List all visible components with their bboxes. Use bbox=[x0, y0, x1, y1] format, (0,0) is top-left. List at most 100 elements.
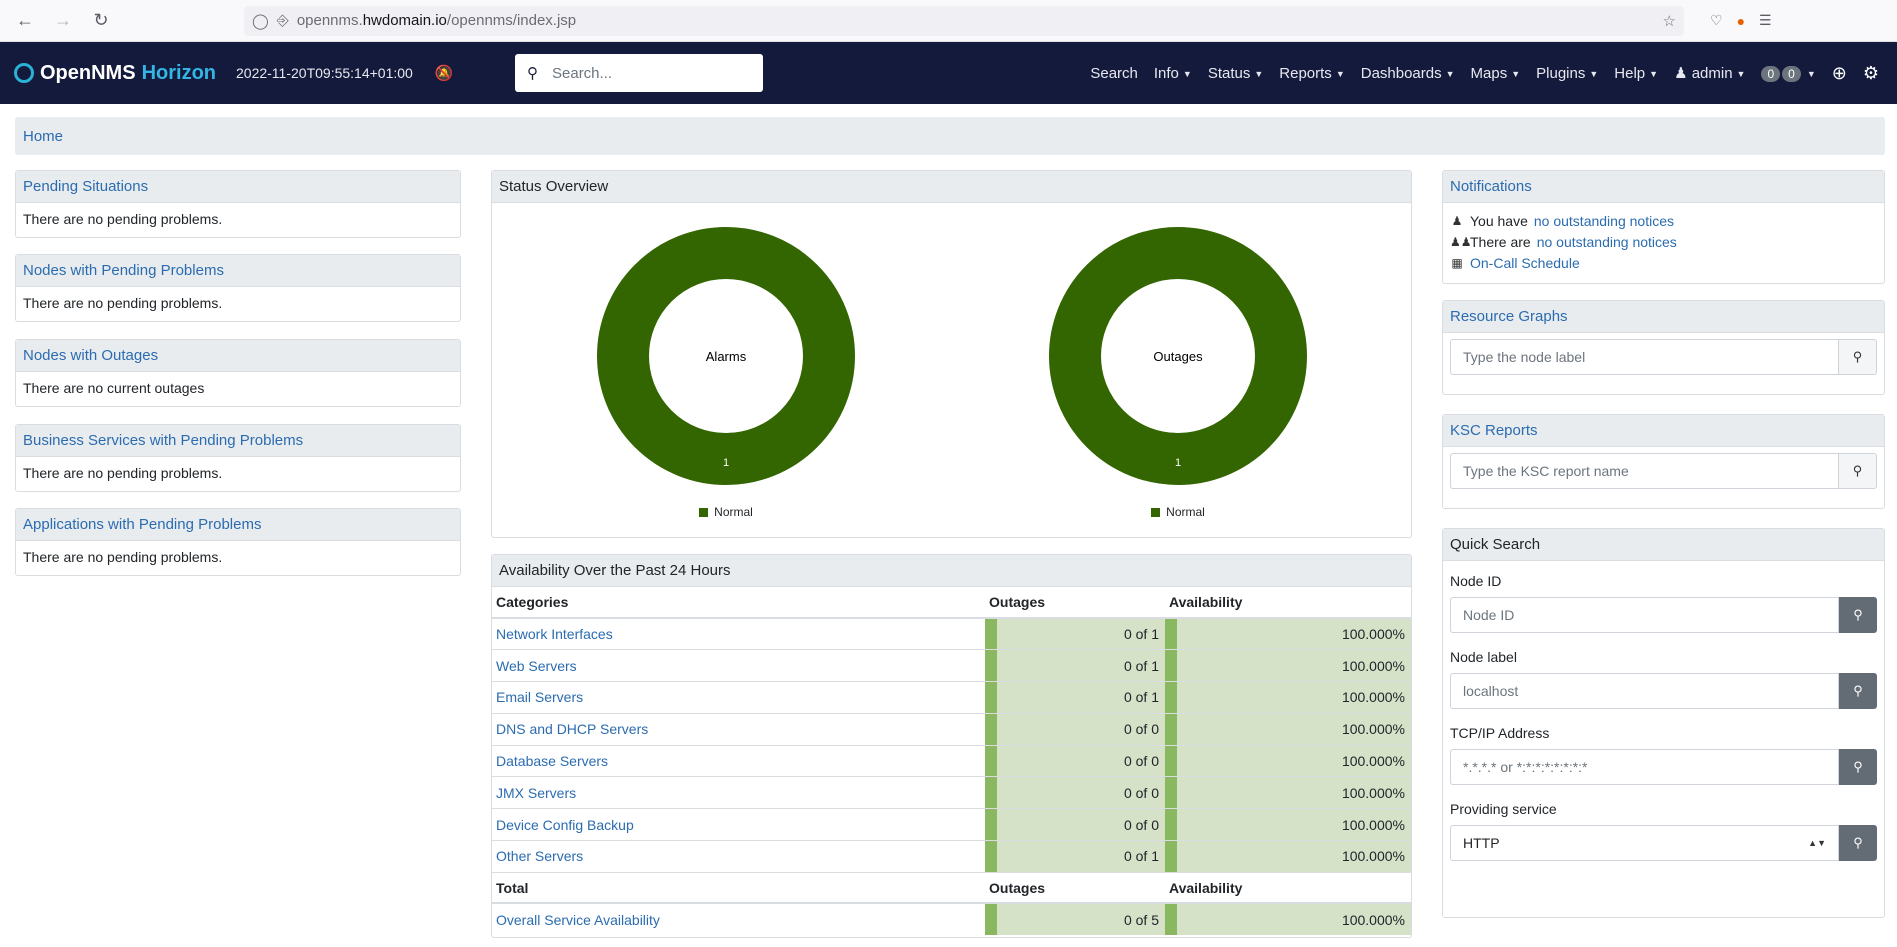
service-label: Providing service bbox=[1450, 801, 1557, 817]
service-search-button[interactable]: ⚲ bbox=[1839, 825, 1877, 861]
bookmark-star-icon[interactable]: ☆ bbox=[1662, 12, 1676, 30]
address-bar[interactable]: ◯ ⎆ opennms.hwdomain.io/opennms/index.js… bbox=[244, 5, 1684, 36]
nav-search-input[interactable]: ⚲ Search... bbox=[515, 54, 763, 92]
status-bar bbox=[985, 776, 997, 809]
caret-down-icon: ▼ bbox=[1445, 68, 1455, 79]
search-icon: ⚲ bbox=[1852, 463, 1863, 478]
node-id-input[interactable]: Node ID bbox=[1450, 597, 1839, 633]
node-label-input[interactable]: Type the node label bbox=[1450, 339, 1839, 375]
category-link[interactable]: Email Servers bbox=[496, 689, 584, 706]
forward-icon[interactable]: → bbox=[54, 10, 72, 30]
panel-title[interactable]: Notifications bbox=[1443, 171, 1884, 203]
select-arrows-icon: ▲▼ bbox=[1808, 838, 1826, 848]
main-menu: Search Info ▼ Status ▼ Reports ▼ Dashboards… bbox=[1090, 42, 1879, 104]
legend-swatch bbox=[1151, 507, 1161, 517]
panel-message: There are no current outages bbox=[23, 380, 205, 396]
status-bar bbox=[985, 902, 997, 936]
category-link[interactable]: Database Servers bbox=[496, 753, 609, 770]
service-select[interactable]: HTTP ▲▼ bbox=[1450, 825, 1839, 861]
status-bar bbox=[985, 744, 997, 777]
panel-title[interactable]: Applications with Pending Problems bbox=[16, 509, 460, 541]
brand-logo[interactable]: OpenNMS Horizon bbox=[14, 62, 216, 85]
cogs-icon[interactable]: ⚙ bbox=[1862, 62, 1879, 83]
tcpip-search-button[interactable]: ⚲ bbox=[1839, 749, 1877, 785]
category-link[interactable]: Device Config Backup bbox=[496, 816, 634, 833]
menu-help[interactable]: Help ▼ bbox=[1614, 64, 1659, 82]
menu-dashboards[interactable]: Dashboards ▼ bbox=[1360, 64, 1455, 82]
pocket-icon[interactable]: ♡ bbox=[1710, 12, 1723, 28]
status-bar bbox=[985, 649, 997, 682]
outages-legend[interactable]: Normal bbox=[1048, 505, 1308, 519]
panel-title[interactable]: Nodes with Pending Problems bbox=[16, 255, 460, 287]
category-link[interactable]: Overall Service Availability bbox=[496, 911, 660, 928]
menu-reports[interactable]: Reports ▼ bbox=[1279, 64, 1345, 82]
status-bar bbox=[985, 712, 997, 746]
category-link[interactable]: Web Servers bbox=[496, 657, 577, 674]
browser-toolbar: ← → ↻ ◯ ⎆ opennms.hwdomain.io/opennms/in… bbox=[0, 0, 1897, 42]
legend-label: Normal bbox=[714, 505, 753, 519]
node-id-search-button[interactable]: ⚲ bbox=[1839, 597, 1877, 633]
panel-title[interactable]: Resource Graphs bbox=[1443, 301, 1884, 333]
table-row: Web Servers 0 of 1 100.000% bbox=[492, 649, 1411, 682]
calendar-icon: ▦ bbox=[1451, 255, 1463, 270]
opennms-logo-icon bbox=[14, 63, 34, 83]
col-outages: Outages bbox=[985, 587, 1165, 619]
status-bar bbox=[985, 840, 997, 873]
caret-down-icon: ▼ bbox=[1736, 69, 1746, 80]
outages-cell: 0 of 5 bbox=[997, 902, 1165, 936]
oncall-schedule-link[interactable]: On-Call Schedule bbox=[1470, 254, 1580, 271]
all-notices-link[interactable]: no outstanding notices bbox=[1536, 233, 1677, 250]
table-row: Other Servers 0 of 1 100.000% bbox=[492, 840, 1411, 873]
search-button[interactable]: ⚲ bbox=[1839, 339, 1877, 375]
ksc-report-input[interactable]: Type the KSC report name bbox=[1450, 453, 1839, 489]
panel-title[interactable]: Nodes with Outages bbox=[16, 340, 460, 372]
availability-cell: 100.000% bbox=[1177, 712, 1411, 746]
notice-user: ♟ You have no outstanding notices bbox=[1451, 212, 1674, 229]
node-label-input[interactable]: localhost bbox=[1450, 673, 1839, 709]
menu-info[interactable]: Info ▼ bbox=[1153, 64, 1192, 82]
availability-cell: 100.000% bbox=[1177, 902, 1411, 936]
legend-label: Normal bbox=[1166, 505, 1205, 519]
nodes-pending-problems-panel: Nodes with Pending Problems There are no… bbox=[15, 254, 461, 322]
business-services-panel: Business Services with Pending Problems … bbox=[15, 424, 461, 492]
outages-donut[interactable]: Outages 1 bbox=[1048, 226, 1308, 486]
firefox-account-icon[interactable]: ● bbox=[1736, 12, 1746, 29]
alarms-donut[interactable]: Alarms 1 bbox=[596, 226, 856, 486]
outages-cell: 0 of 1 bbox=[997, 681, 1165, 714]
back-icon[interactable]: ← bbox=[16, 10, 34, 30]
outages-chart[interactable]: Outages 1 Normal bbox=[1048, 226, 1308, 519]
menu-search[interactable]: Search bbox=[1090, 64, 1138, 82]
nodes-outages-panel: Nodes with Outages There are no current … bbox=[15, 339, 461, 407]
tcpip-input[interactable]: *.*.*.* or *:*:*:*:*:*:*:* bbox=[1450, 749, 1839, 785]
category-link[interactable]: JMX Servers bbox=[496, 784, 577, 801]
panel-title[interactable]: KSC Reports bbox=[1443, 415, 1884, 447]
availability-cell: 100.000% bbox=[1177, 744, 1411, 777]
panel-title[interactable]: Business Services with Pending Problems bbox=[16, 425, 460, 457]
alarms-legend[interactable]: Normal bbox=[596, 505, 856, 519]
notifications-off-icon[interactable]: 🔕 bbox=[434, 65, 454, 82]
outages-cell: 0 of 0 bbox=[997, 744, 1165, 777]
alarms-chart[interactable]: Alarms 1 Normal bbox=[596, 226, 856, 519]
hamburger-menu-icon[interactable]: ☰ bbox=[1759, 12, 1772, 28]
panel-title[interactable]: Pending Situations bbox=[16, 171, 460, 203]
table-row: Email Servers 0 of 1 100.000% bbox=[492, 681, 1411, 714]
app-navbar: OpenNMS Horizon 2022-11-20T09:55:14+01:0… bbox=[0, 42, 1897, 104]
status-bar bbox=[1165, 776, 1177, 809]
category-link[interactable]: Other Servers bbox=[496, 848, 584, 865]
user-icon: ♟ bbox=[1451, 213, 1463, 228]
menu-status[interactable]: Status ▼ bbox=[1207, 64, 1264, 82]
add-circle-icon[interactable]: ⊕ bbox=[1831, 62, 1847, 83]
breadcrumb: Home bbox=[15, 117, 1885, 155]
menu-user[interactable]: ♟ admin ▼ bbox=[1674, 65, 1746, 82]
breadcrumb-home[interactable]: Home bbox=[23, 127, 64, 145]
menu-maps[interactable]: Maps ▼ bbox=[1470, 64, 1521, 82]
category-link[interactable]: DNS and DHCP Servers bbox=[496, 721, 649, 738]
reload-icon[interactable]: ↻ bbox=[93, 10, 109, 30]
search-button[interactable]: ⚲ bbox=[1839, 453, 1877, 489]
menu-notice-badges[interactable]: 0 0 ▼ bbox=[1761, 65, 1816, 82]
category-link[interactable]: Network Interfaces bbox=[496, 626, 613, 643]
user-notices-link[interactable]: no outstanding notices bbox=[1533, 212, 1674, 229]
menu-plugins[interactable]: Plugins ▼ bbox=[1536, 64, 1599, 82]
total-header: Total bbox=[492, 871, 985, 905]
node-label-search-button[interactable]: ⚲ bbox=[1839, 673, 1877, 709]
